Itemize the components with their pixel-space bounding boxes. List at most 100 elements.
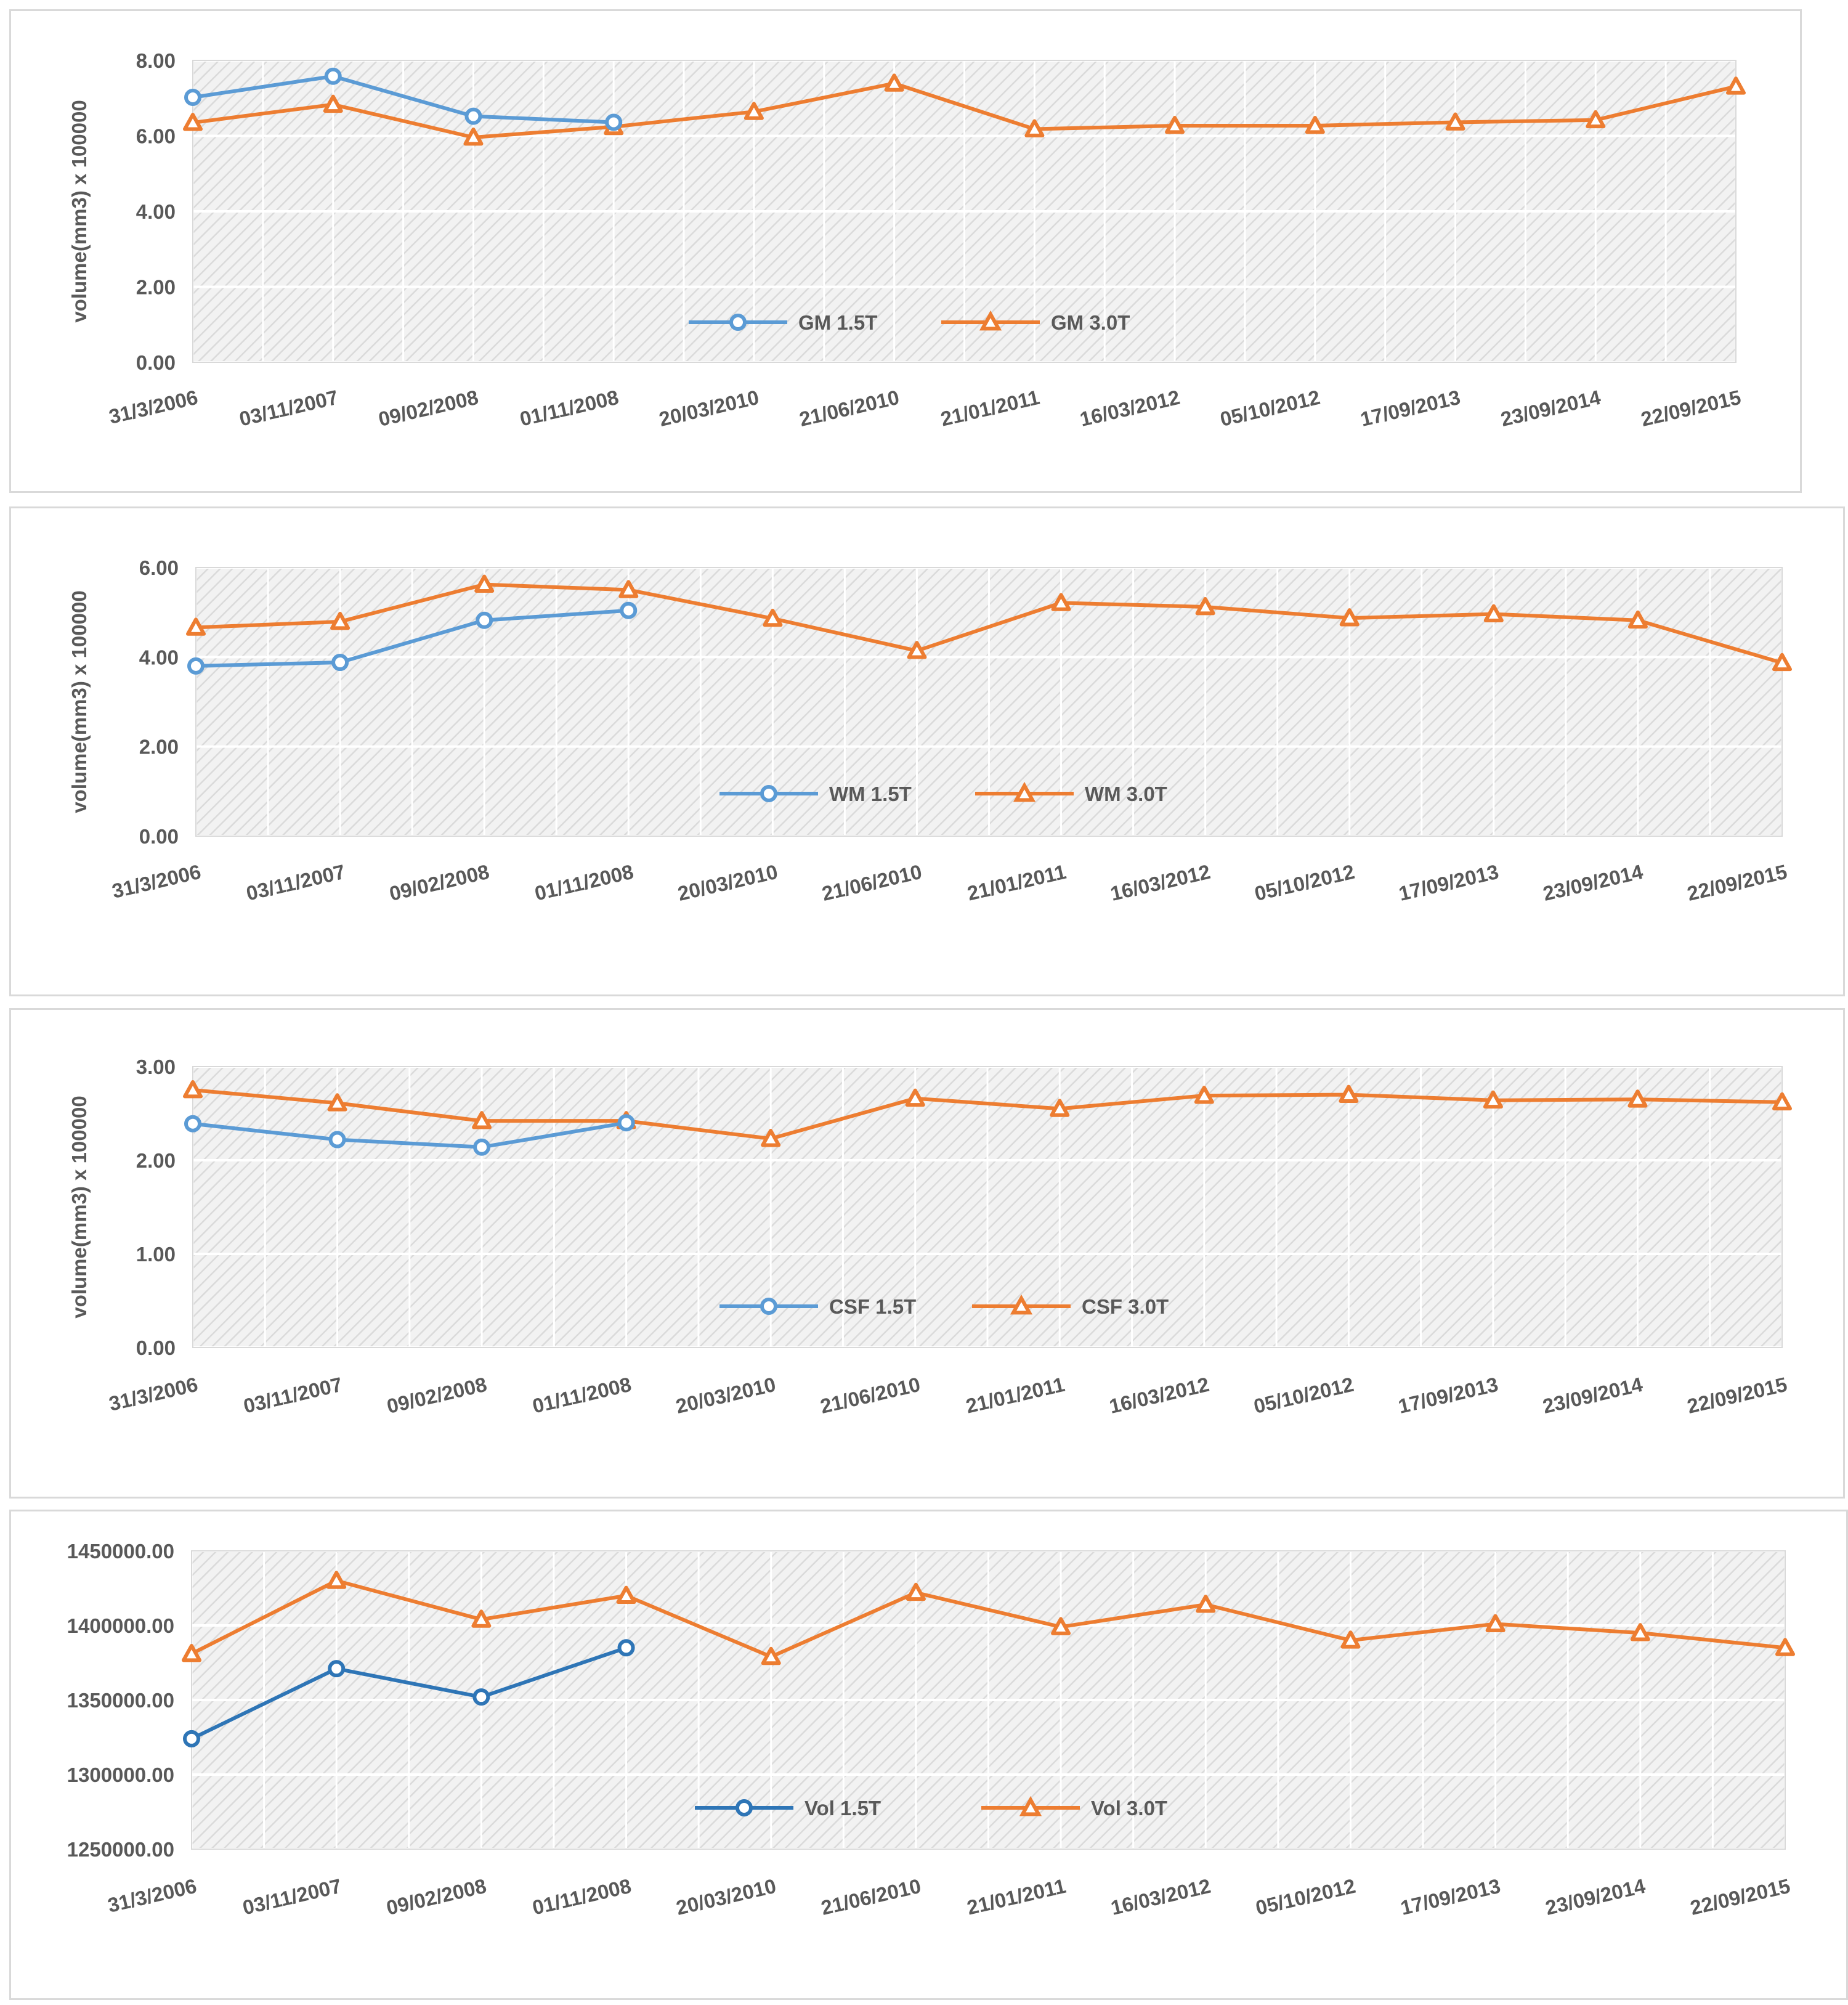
data-point bbox=[326, 1571, 347, 1589]
gm-chart: 0.00 2.00 4.00 6.00 8.00 volume(mm3) x 100000… bbox=[68, 49, 1746, 431]
y-tick-label: 1250000.00 bbox=[67, 1838, 174, 1861]
legend-item: Vol 1.5T bbox=[695, 1797, 881, 1820]
data-point bbox=[1305, 115, 1325, 134]
data-point bbox=[616, 1585, 636, 1604]
plot-border bbox=[195, 567, 1783, 837]
x-tick-label: 20/03/2010 bbox=[674, 1874, 778, 1919]
plot-border bbox=[191, 1550, 1786, 1850]
data-point bbox=[1586, 110, 1606, 129]
x-tick-label: 01/11/2008 bbox=[517, 386, 620, 431]
x-tick-label: 03/11/2007 bbox=[240, 1874, 343, 1919]
vol-chart: 1250000.00 1300000.00 1350000.00 1400000.00… bbox=[67, 1540, 1795, 1919]
y-tick-label: 8.00 bbox=[136, 49, 176, 72]
data-point bbox=[618, 580, 639, 598]
data-point bbox=[183, 113, 203, 131]
data-point bbox=[476, 611, 493, 629]
data-point bbox=[183, 1080, 203, 1099]
data-point bbox=[1772, 653, 1792, 672]
legend-item: WM 3.0T bbox=[975, 781, 1167, 805]
data-point bbox=[1630, 1623, 1650, 1641]
data-point bbox=[330, 611, 351, 630]
data-point bbox=[1051, 593, 1071, 611]
legend-item: Vol 3.0T bbox=[981, 1796, 1167, 1820]
data-point bbox=[1772, 1092, 1792, 1111]
data-point bbox=[1194, 1086, 1214, 1104]
x-tick-label: 21/06/2010 bbox=[797, 386, 901, 431]
legend-label: Vol 3.0T bbox=[1091, 1797, 1167, 1820]
x-tick-label: 01/11/2008 bbox=[532, 860, 635, 905]
x-tick-label: 16/03/2012 bbox=[1108, 860, 1212, 905]
data-point bbox=[184, 1115, 201, 1133]
legend-item: WM 1.5T bbox=[719, 783, 912, 805]
data-point bbox=[187, 657, 205, 675]
data-point bbox=[1024, 119, 1045, 137]
data-point bbox=[464, 107, 482, 125]
data-point bbox=[906, 1582, 926, 1601]
data-point bbox=[884, 73, 904, 92]
x-tick-label: 01/11/2008 bbox=[530, 1874, 633, 1919]
legend-label: WM 1.5T bbox=[829, 783, 912, 805]
data-point bbox=[1775, 1638, 1795, 1656]
data-point bbox=[605, 113, 623, 131]
x-tick-label: 21/06/2010 bbox=[819, 1874, 923, 1919]
y-tick-label: 0.00 bbox=[139, 825, 179, 848]
data-point bbox=[907, 641, 927, 659]
data-point bbox=[1050, 1099, 1070, 1117]
plot-border bbox=[192, 60, 1737, 363]
csf-chart-panel: 0.00 1.00 2.00 3.00 volume(mm3) x 100000 31/3… bbox=[9, 1008, 1845, 1499]
y-tick-label: 1400000.00 bbox=[67, 1614, 174, 1637]
data-point bbox=[744, 102, 764, 120]
y-tick-label: 6.00 bbox=[139, 556, 179, 579]
x-tick-label: 31/3/2006 bbox=[107, 1373, 200, 1415]
data-point bbox=[184, 89, 201, 107]
y-axis-label: volume(mm3) x 100000 bbox=[68, 590, 91, 813]
data-point bbox=[1445, 112, 1465, 131]
x-tick-label: 03/11/2007 bbox=[241, 1373, 344, 1418]
vol-chart-panel: 1250000.00 1300000.00 1350000.00 1400000.00… bbox=[9, 1510, 1848, 2000]
x-tick-label: 31/3/2006 bbox=[107, 386, 200, 428]
y-axis-label: volume(mm3) x 100000 bbox=[68, 1096, 91, 1318]
y-axis-label: volume(mm3) x 100000 bbox=[68, 100, 91, 322]
y-tick-label: 6.00 bbox=[136, 125, 176, 148]
data-point bbox=[1483, 1090, 1503, 1109]
data-point bbox=[472, 1111, 492, 1129]
series-line bbox=[190, 1579, 1786, 1659]
x-tick-label: 05/10/2012 bbox=[1218, 386, 1322, 431]
wm-chart-panel: 0.00 2.00 4.00 6.00 volume(mm3) x 100000 31/3… bbox=[9, 506, 1845, 996]
data-point bbox=[1165, 115, 1185, 134]
x-tick-label: 01/11/2008 bbox=[530, 1373, 633, 1418]
x-tick-label: 21/01/2011 bbox=[965, 860, 1068, 905]
data-point bbox=[328, 1660, 346, 1678]
y-tick-label: 4.00 bbox=[139, 646, 179, 669]
x-tick-label: 17/09/2013 bbox=[1358, 386, 1462, 431]
series-line bbox=[192, 1121, 627, 1149]
x-tick-label: 20/03/2010 bbox=[676, 860, 780, 905]
y-tick-label: 2.00 bbox=[139, 736, 179, 758]
legend-item: GM 3.0T bbox=[941, 310, 1130, 334]
legend-item: CSF 3.0T bbox=[972, 1294, 1169, 1318]
legend-label: Vol 1.5T bbox=[804, 1797, 881, 1820]
y-tick-label: 2.00 bbox=[136, 276, 176, 299]
series-line bbox=[190, 1646, 627, 1741]
legend-item: CSF 1.5T bbox=[719, 1295, 916, 1318]
x-tick-label: 22/09/2015 bbox=[1685, 1373, 1789, 1418]
x-tick-label: 09/02/2008 bbox=[384, 1874, 488, 1919]
data-point bbox=[1627, 1089, 1648, 1108]
x-tick-label: 05/10/2012 bbox=[1254, 1874, 1358, 1919]
data-point bbox=[324, 67, 342, 85]
x-tick-label: 23/09/2014 bbox=[1541, 1373, 1645, 1418]
y-tick-label: 4.00 bbox=[136, 200, 176, 223]
data-point bbox=[323, 94, 343, 113]
data-point bbox=[1627, 610, 1648, 629]
data-point bbox=[472, 1688, 490, 1706]
data-point bbox=[1340, 1630, 1361, 1649]
data-point bbox=[473, 1138, 491, 1156]
data-point bbox=[761, 1646, 781, 1665]
plot-border bbox=[192, 1066, 1783, 1348]
x-tick-label: 21/01/2011 bbox=[965, 1874, 1068, 1919]
data-point bbox=[1726, 76, 1746, 95]
x-tick-label: 21/01/2011 bbox=[963, 1373, 1066, 1418]
y-tick-label: 1.00 bbox=[136, 1243, 176, 1266]
data-point bbox=[1483, 604, 1504, 622]
data-point bbox=[474, 574, 495, 593]
